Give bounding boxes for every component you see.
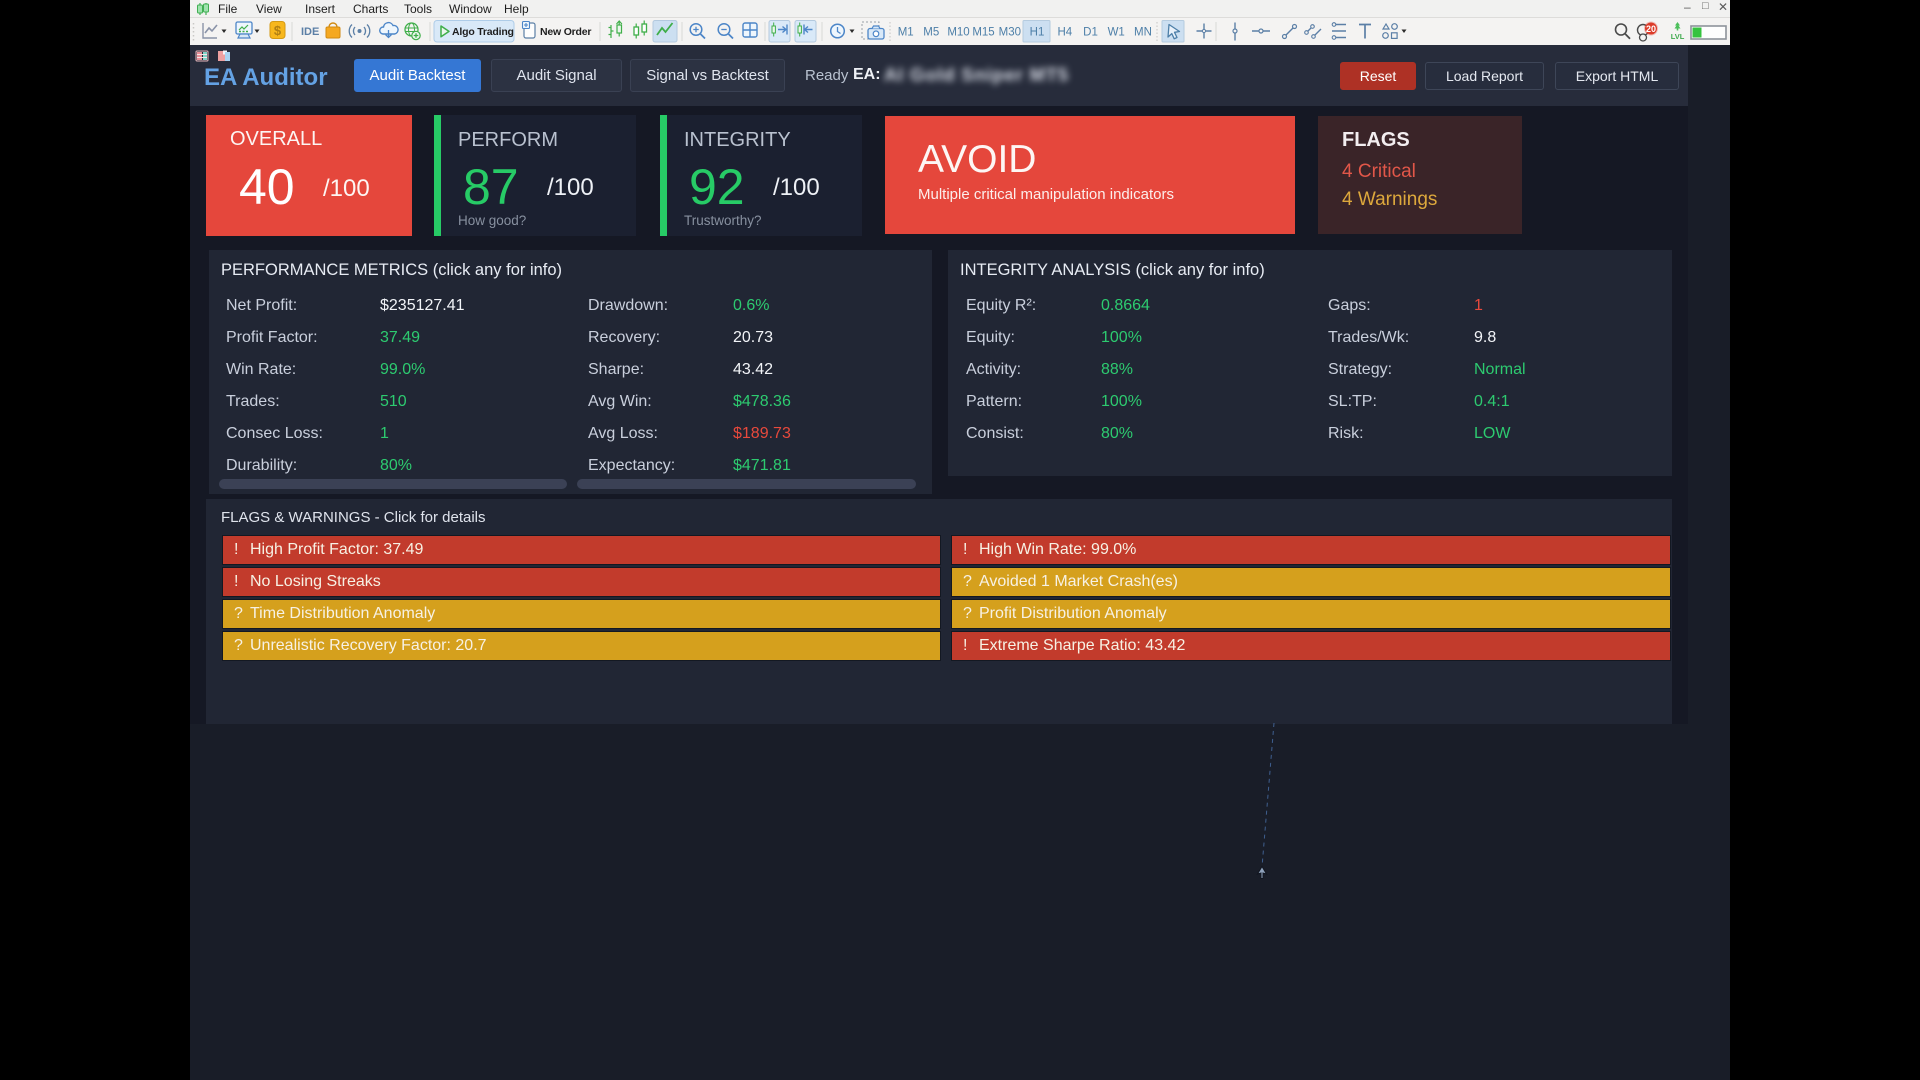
svg-text:20: 20 — [1646, 24, 1656, 34]
svg-text:New Order: New Order — [540, 26, 591, 38]
svg-text:Algo Trading: Algo Trading — [452, 26, 514, 38]
svg-text:H4: H4 — [1057, 27, 1072, 39]
svg-text:MN: MN — [1134, 27, 1152, 39]
svg-text:M15: M15 — [972, 27, 994, 39]
svg-text:M1: M1 — [898, 27, 914, 39]
svg-text:IDE: IDE — [301, 26, 319, 38]
svg-text:D1: D1 — [1083, 27, 1098, 39]
svg-text:M5: M5 — [923, 27, 939, 39]
svg-text:LVL: LVL — [1671, 32, 1685, 41]
svg-text:M10: M10 — [947, 27, 969, 39]
svg-text:H1: H1 — [1030, 27, 1045, 39]
svg-text:M30: M30 — [999, 27, 1021, 39]
svg-text:$: $ — [274, 23, 282, 38]
svg-text:W1: W1 — [1108, 27, 1125, 39]
